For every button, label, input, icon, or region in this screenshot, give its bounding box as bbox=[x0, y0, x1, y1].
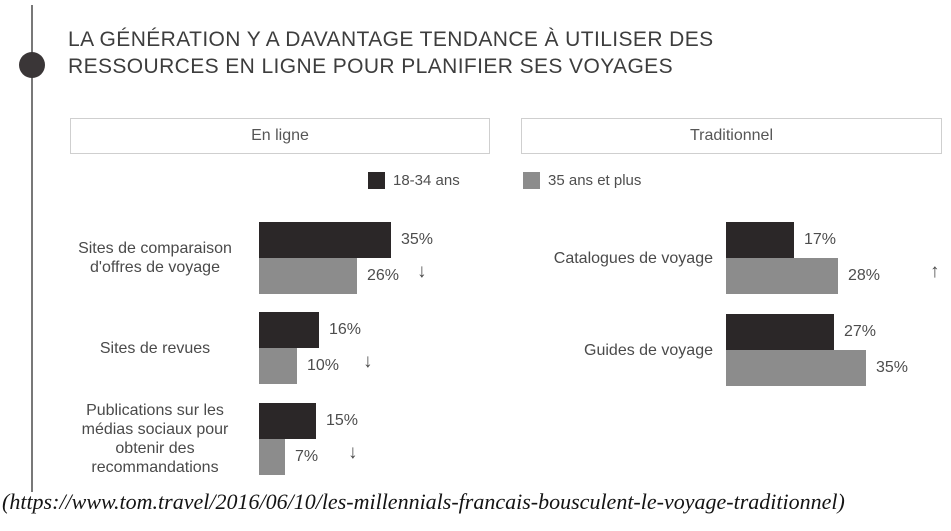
legend-label-35-plus: 35 ans et plus bbox=[548, 171, 642, 189]
section-header-online-label: En ligne bbox=[251, 127, 309, 144]
bar-value-label: 16% bbox=[329, 321, 362, 338]
timeline-line bbox=[31, 5, 33, 492]
bar-value-label: 35% bbox=[401, 231, 434, 248]
bar-value-label: 10% bbox=[307, 357, 340, 374]
section-header-traditional: Traditionnel bbox=[521, 118, 942, 154]
trend-down-icon: ↓ bbox=[348, 442, 358, 463]
legend-item-35-plus: 35 ans et plus bbox=[523, 171, 641, 189]
bar-35-plus bbox=[259, 258, 357, 294]
trend-up-icon: ↑ bbox=[930, 261, 940, 282]
section-header-traditional-label: Traditionnel bbox=[689, 127, 773, 144]
bar-18-34 bbox=[259, 312, 319, 348]
bar-18-34 bbox=[726, 314, 834, 350]
legend-swatch-18-34 bbox=[368, 171, 385, 189]
legend-item-18-34: 18-34 ans bbox=[368, 171, 460, 189]
bar-35-plus bbox=[726, 258, 838, 294]
bar-18-34 bbox=[726, 222, 794, 258]
bar-35-plus bbox=[726, 350, 866, 386]
bar-value-label: 27% bbox=[844, 323, 877, 340]
category-label: Publications sur les médias sociaux pour… bbox=[81, 402, 229, 476]
timeline-bullet-icon bbox=[19, 52, 45, 78]
bar-value-label: 7% bbox=[295, 448, 319, 465]
bar-value-label: 15% bbox=[326, 412, 359, 429]
category-label: Sites de comparaison d'offres de voyage bbox=[78, 240, 232, 276]
bar-value-label: 35% bbox=[876, 359, 909, 376]
bar-35-plus bbox=[259, 348, 297, 384]
page-title: LA GÉNÉRATION Y A DAVANTAGE TENDANCE À U… bbox=[68, 26, 714, 80]
bar-18-34 bbox=[259, 403, 316, 439]
section-header-online: En ligne bbox=[70, 118, 490, 154]
bar-value-label: 17% bbox=[804, 231, 837, 248]
bar-value-label: 28% bbox=[848, 267, 881, 284]
bar-35-plus bbox=[259, 439, 285, 475]
title-line-2: RESSOURCES EN LIGNE POUR PLANIFIER SES V… bbox=[68, 55, 673, 78]
bar-18-34 bbox=[259, 222, 391, 258]
category-label: Catalogues de voyage bbox=[553, 249, 713, 267]
category-label: Guides de voyage bbox=[584, 341, 713, 359]
source-citation: (https://www.tom.travel/2016/06/10/les-m… bbox=[2, 489, 845, 514]
legend-swatch-35-plus bbox=[523, 171, 540, 189]
category-label: Sites de revues bbox=[99, 339, 211, 357]
trend-down-icon: ↓ bbox=[417, 261, 427, 282]
trend-down-icon: ↓ bbox=[363, 351, 373, 372]
legend-label-18-34: 18-34 ans bbox=[393, 171, 460, 189]
bar-value-label: 26% bbox=[367, 267, 400, 284]
title-line-1: LA GÉNÉRATION Y A DAVANTAGE TENDANCE À U… bbox=[68, 28, 714, 51]
